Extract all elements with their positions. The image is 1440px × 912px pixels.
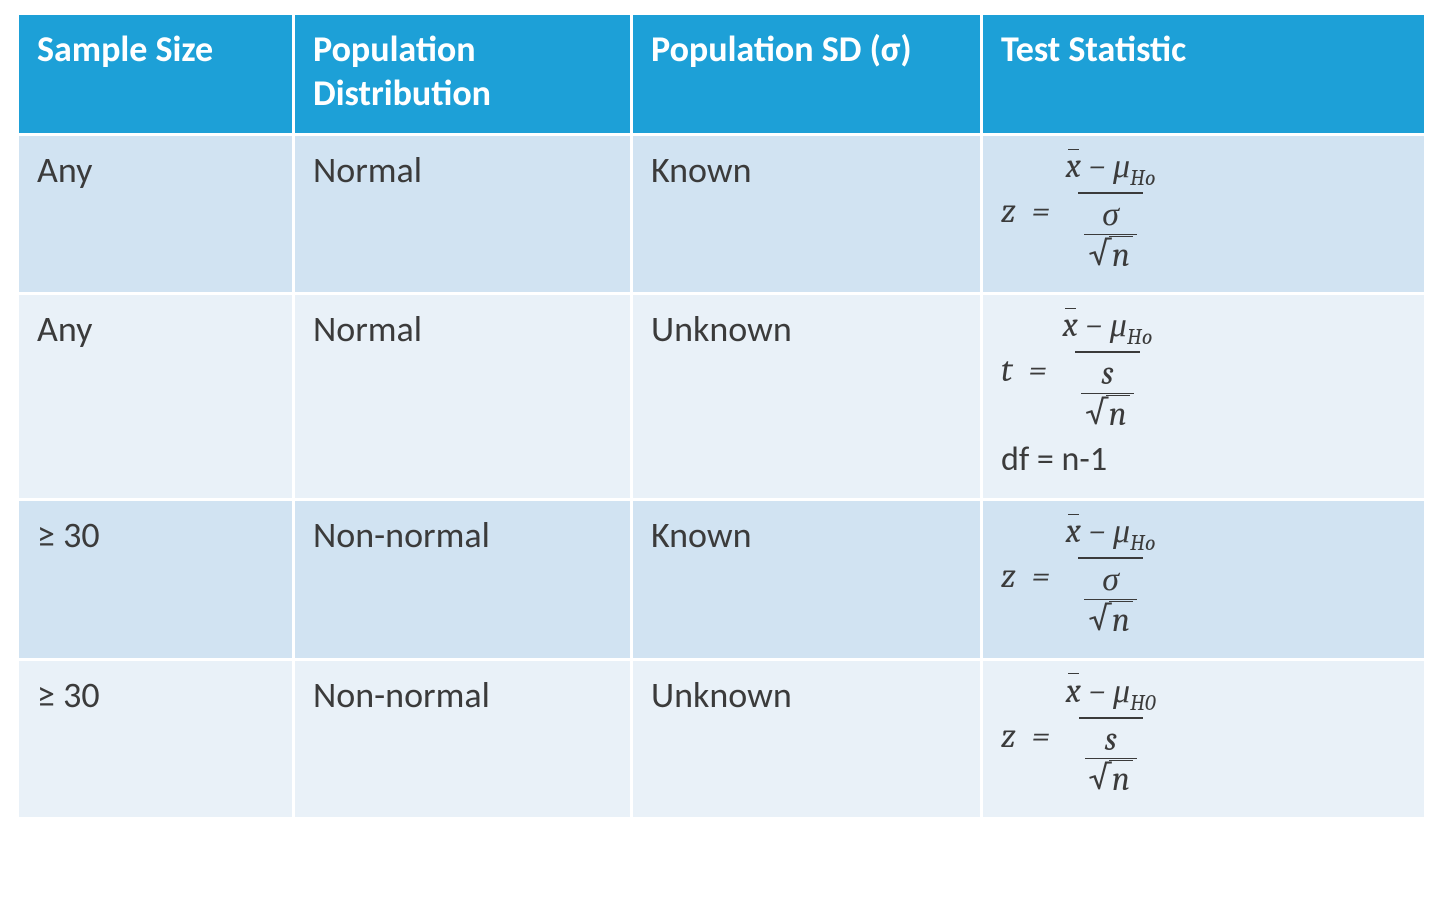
col-header-test-statistic: Test Statistic xyxy=(982,14,1426,135)
cell-sample-size: ≥ 30 xyxy=(18,500,294,659)
cell-sample-size: ≥ 30 xyxy=(18,659,294,818)
cell-sd: Unknown xyxy=(632,294,982,500)
test-statistic-table: Sample Size Population Distribution Popu… xyxy=(16,12,1427,820)
cell-sample-size: Any xyxy=(18,294,294,500)
col-header-distribution: Population Distribution xyxy=(294,14,632,135)
cell-sd: Known xyxy=(632,500,982,659)
table-header-row: Sample Size Population Distribution Popu… xyxy=(18,14,1426,135)
cell-test-statistic: z=x − μHoσ√n xyxy=(982,135,1426,294)
table-row: ≥ 30Non-normalUnknownz=x − μH0s√n xyxy=(18,659,1426,818)
cell-distribution: Normal xyxy=(294,294,632,500)
table-row: ≥ 30Non-normalKnownz=x − μHoσ√n xyxy=(18,500,1426,659)
cell-distribution: Normal xyxy=(294,135,632,294)
cell-distribution: Non-normal xyxy=(294,500,632,659)
table-row: AnyNormalKnownz=x − μHoσ√n xyxy=(18,135,1426,294)
cell-test-statistic: z=x − μH0s√n xyxy=(982,659,1426,818)
cell-sample-size: Any xyxy=(18,135,294,294)
col-header-sample-size: Sample Size xyxy=(18,14,294,135)
cell-test-statistic: z=x − μHoσ√n xyxy=(982,500,1426,659)
stats-table-container: Sample Size Population Distribution Popu… xyxy=(0,0,1440,832)
cell-distribution: Non-normal xyxy=(294,659,632,818)
cell-test-statistic: t=x − μHos√ndf = n-1 xyxy=(982,294,1426,500)
table-row: AnyNormalUnknownt=x − μHos√ndf = n-1 xyxy=(18,294,1426,500)
cell-sd: Known xyxy=(632,135,982,294)
cell-sd: Unknown xyxy=(632,659,982,818)
col-header-sd: Population SD (σ) xyxy=(632,14,982,135)
